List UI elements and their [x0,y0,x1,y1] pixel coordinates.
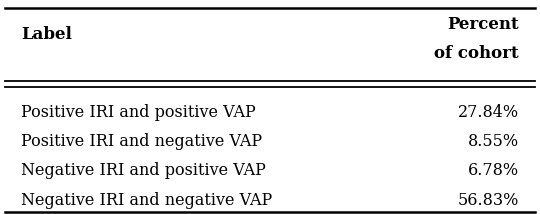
Text: Label: Label [21,26,72,43]
Text: of cohort: of cohort [434,45,519,62]
Text: 27.84%: 27.84% [457,104,519,121]
Text: 56.83%: 56.83% [457,192,519,209]
Text: Negative IRI and negative VAP: Negative IRI and negative VAP [21,192,273,209]
Text: 8.55%: 8.55% [468,133,519,150]
Text: Negative IRI and positive VAP: Negative IRI and positive VAP [21,162,266,180]
Text: Positive IRI and positive VAP: Positive IRI and positive VAP [21,104,256,121]
Text: 6.78%: 6.78% [468,162,519,180]
Text: Percent: Percent [447,16,519,33]
Text: Positive IRI and negative VAP: Positive IRI and negative VAP [21,133,262,150]
